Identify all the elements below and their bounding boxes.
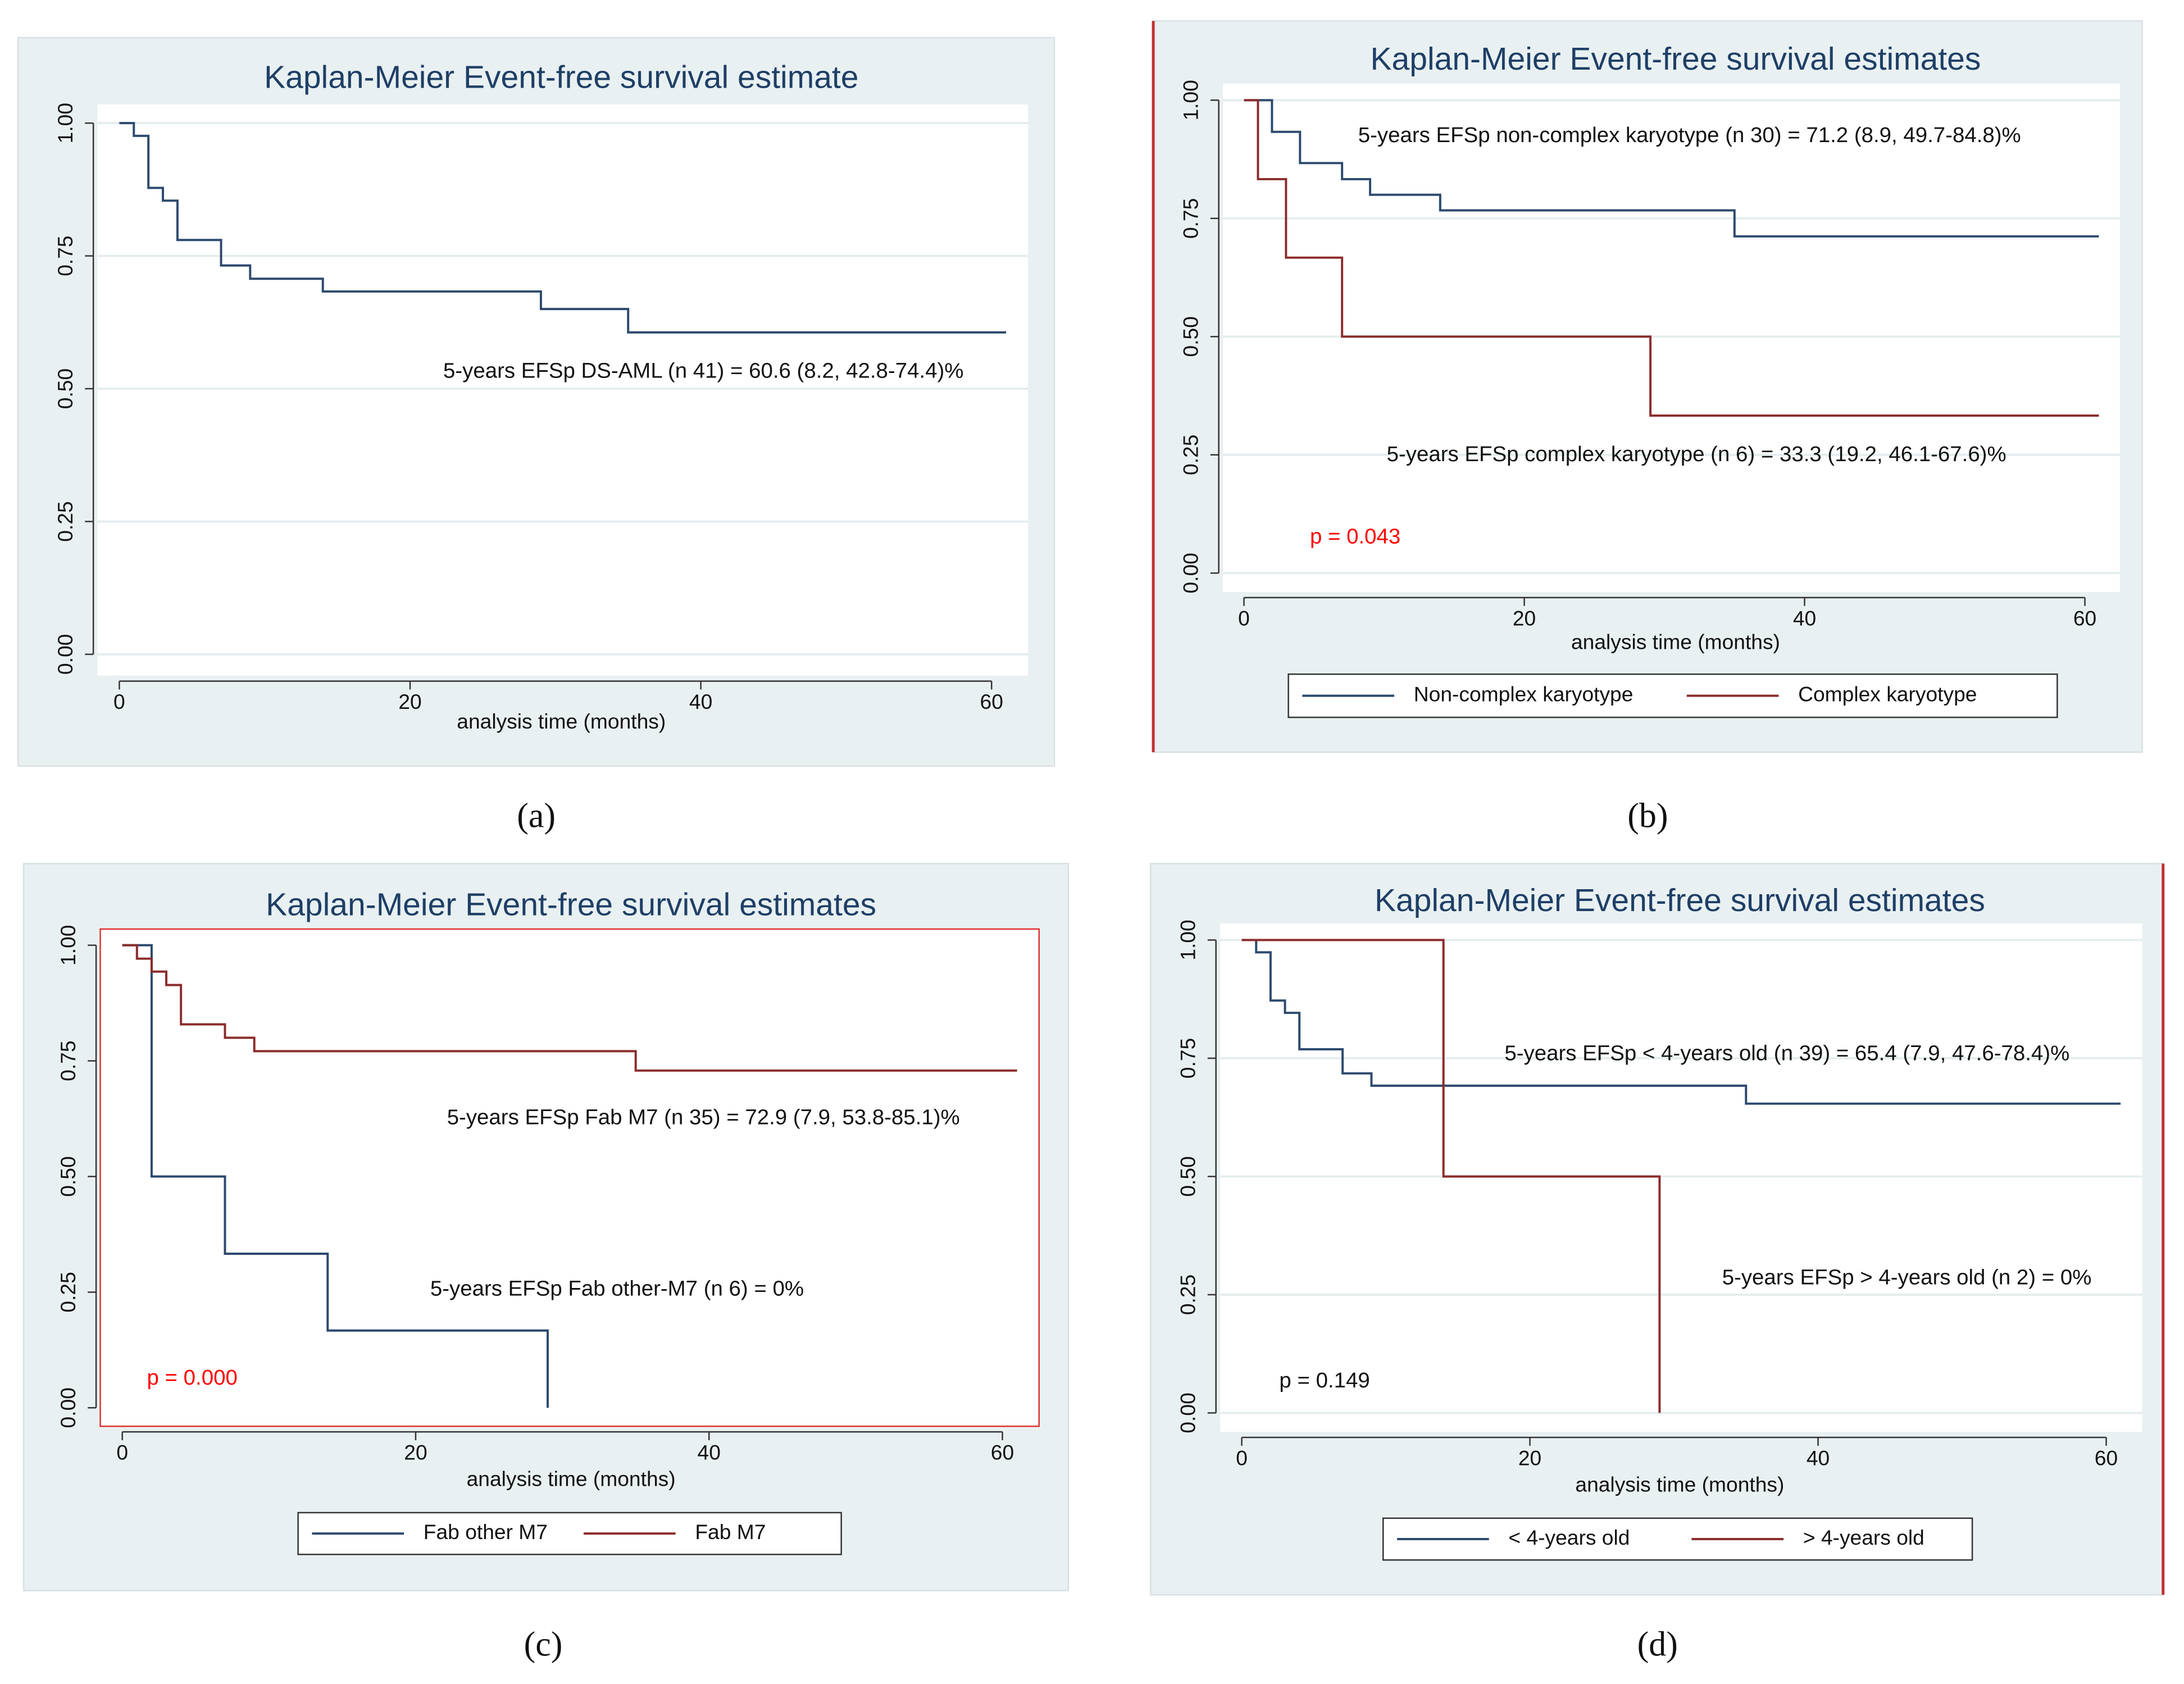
- y-tick-label: 1.00: [56, 925, 80, 966]
- chart-title: Kaplan-Meier Event-free survival estimat…: [264, 59, 858, 95]
- legend-box: [1287, 673, 2058, 718]
- annotation: p = 0.149: [1279, 1368, 1369, 1392]
- annotation: 5-years EFSp > 4-years old (n 2) = 0%: [1722, 1266, 2092, 1290]
- annotation: 5-years EFSp Fab other-M7 (n 6) = 0%: [430, 1276, 804, 1300]
- x-tick-label: 20: [398, 690, 421, 713]
- y-tick-label: 0.00: [1176, 1392, 1199, 1433]
- survival-curve: [1241, 939, 2121, 1105]
- y-tick-label: 1.00: [1176, 920, 1199, 960]
- x-axis-label: analysis time (months): [1575, 1473, 1784, 1496]
- x-tick-label: 0: [1236, 1446, 1248, 1470]
- y-tick-label: 0.50: [53, 368, 77, 409]
- x-axis-label: analysis time (months): [467, 1467, 676, 1491]
- annotation: 5-years EFSp non-complex karyotype (n 30…: [1358, 123, 2021, 147]
- survival-curve: [1244, 99, 2099, 417]
- survival-curve: [122, 944, 1017, 1072]
- y-tick-label: 0.75: [1179, 198, 1202, 239]
- x-tick-label: 40: [1807, 1446, 1830, 1470]
- x-tick-label: 40: [689, 690, 712, 713]
- y-tick-label: 0.25: [56, 1272, 80, 1312]
- legend-label: Non-complex karyotype: [1414, 682, 1634, 706]
- x-tick-label: 0: [113, 690, 125, 713]
- y-tick-label: 0.25: [1179, 435, 1202, 475]
- legend-label: < 4-years old: [1508, 1526, 1630, 1549]
- panel-caption: (a): [517, 797, 556, 835]
- y-tick-label: 0.75: [56, 1040, 80, 1081]
- x-tick-label: 0: [116, 1441, 128, 1464]
- y-tick-label: 1.00: [53, 103, 77, 143]
- legend-label: Complex karyotype: [1798, 682, 1977, 706]
- legend-label: Fab other M7: [424, 1520, 548, 1544]
- chart-title: Kaplan-Meier Event-free survival estimat…: [266, 886, 876, 922]
- survival-curve: [1241, 939, 1661, 1413]
- survival-curve: [1244, 99, 2099, 238]
- x-axis-label: analysis time (months): [1571, 630, 1780, 653]
- panel-caption: (d): [1637, 1626, 1678, 1664]
- y-tick-label: 0.00: [53, 634, 77, 675]
- y-tick-label: 0.75: [53, 235, 77, 276]
- x-tick-label: 60: [980, 690, 1003, 713]
- x-tick-label: 60: [2095, 1446, 2118, 1470]
- x-tick-label: 40: [698, 1441, 721, 1464]
- annotation: 5-years EFSp complex karyotype (n 6) = 3…: [1387, 442, 2006, 466]
- y-tick-label: 0.00: [1179, 553, 1202, 593]
- y-tick-label: 0.75: [1176, 1038, 1199, 1078]
- panel-caption: (c): [524, 1626, 563, 1664]
- plot-area: [99, 928, 1040, 1427]
- annotation: 5-years EFSp Fab M7 (n 35) = 72.9 (7.9, …: [447, 1105, 960, 1129]
- x-tick-label: 40: [1793, 606, 1816, 630]
- y-tick-label: 0.50: [56, 1156, 80, 1196]
- panel-caption: (b): [1627, 797, 1668, 835]
- annotation: p = 0.000: [147, 1366, 238, 1390]
- x-tick-label: 20: [404, 1441, 427, 1464]
- y-tick-label: 0.25: [1176, 1275, 1199, 1315]
- x-tick-label: 20: [1513, 606, 1536, 630]
- plot-area: [1220, 923, 2142, 1432]
- plot-area: [97, 104, 1028, 676]
- y-tick-label: 0.50: [1179, 316, 1202, 357]
- annotation: 5-years EFSp < 4-years old (n 39) = 65.4…: [1504, 1041, 2069, 1065]
- legend-label: > 4-years old: [1803, 1526, 1924, 1549]
- annotation: 5-years EFSp DS-AML (n 41) = 60.6 (8.2, …: [443, 358, 963, 383]
- x-tick-label: 20: [1518, 1446, 1541, 1470]
- x-axis-label: analysis time (months): [457, 709, 666, 733]
- survival-curve: [119, 122, 1007, 334]
- chart-title: Kaplan-Meier Event-free survival estimat…: [1375, 882, 1985, 918]
- y-tick-label: 1.00: [1179, 80, 1202, 120]
- y-tick-label: 0.25: [53, 501, 77, 541]
- chart-title: Kaplan-Meier Event-free survival estimat…: [1371, 41, 1981, 77]
- x-tick-label: 0: [1238, 606, 1250, 630]
- annotation: p = 0.043: [1310, 524, 1400, 548]
- y-tick-label: 0.50: [1176, 1156, 1199, 1196]
- plot-area: [1223, 83, 2120, 592]
- x-tick-label: 60: [991, 1441, 1014, 1464]
- legend-label: Fab M7: [695, 1520, 766, 1544]
- survival-curve: [122, 944, 549, 1408]
- x-tick-label: 60: [2073, 606, 2096, 630]
- y-tick-label: 0.00: [56, 1387, 80, 1428]
